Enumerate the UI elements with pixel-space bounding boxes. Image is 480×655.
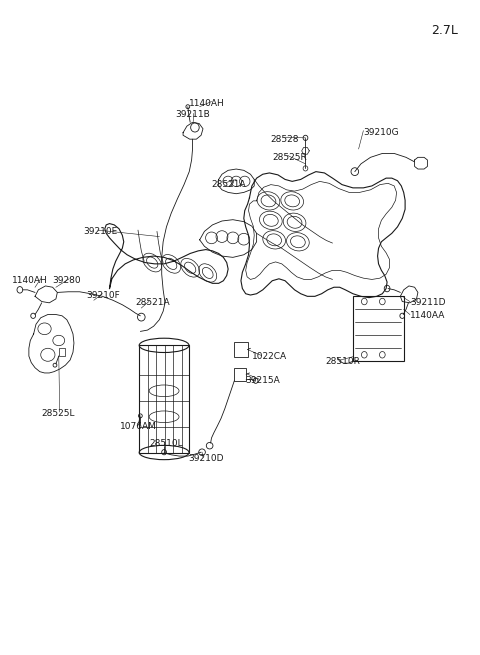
Text: 39210E: 39210E (84, 227, 118, 236)
Bar (59, 348, 65, 356)
Bar (234, 343, 248, 357)
Text: 1076AM: 1076AM (120, 422, 157, 431)
Bar (353, 296, 404, 362)
Text: 39210D: 39210D (188, 454, 223, 463)
Bar (234, 367, 246, 381)
Text: 28521A: 28521A (212, 180, 246, 189)
Bar (139, 345, 189, 453)
Text: 39215A: 39215A (246, 376, 280, 385)
Text: 39210F: 39210F (86, 291, 120, 299)
Text: 28521A: 28521A (136, 298, 170, 307)
Text: 2.7L: 2.7L (432, 24, 458, 37)
Text: 1022CA: 1022CA (252, 352, 287, 361)
Text: 39280: 39280 (53, 276, 81, 285)
Text: 1140AH: 1140AH (189, 99, 225, 108)
Text: 1140AH: 1140AH (12, 276, 48, 285)
Text: 39211D: 39211D (410, 298, 445, 307)
Text: 28525R: 28525R (272, 153, 307, 162)
Text: 39210G: 39210G (363, 128, 399, 137)
Text: 28525L: 28525L (42, 409, 75, 418)
Text: 28528: 28528 (271, 135, 300, 143)
Text: 28510R: 28510R (325, 357, 360, 365)
Text: 28510L: 28510L (149, 439, 182, 447)
Text: 1140AA: 1140AA (410, 311, 445, 320)
Text: 39211B: 39211B (175, 110, 210, 119)
